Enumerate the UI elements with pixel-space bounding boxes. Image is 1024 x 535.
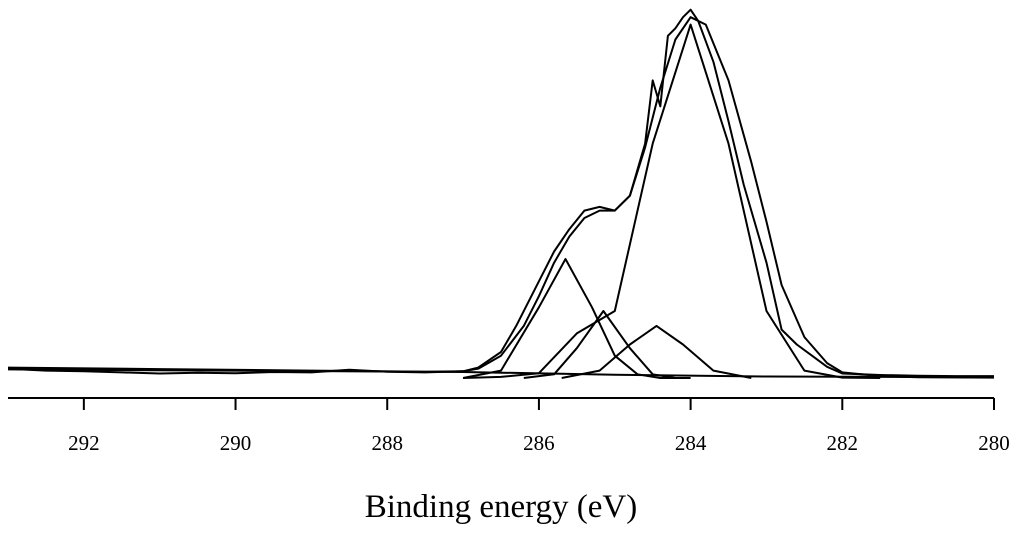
series-raw-spectrum-0 [7,8,994,378]
series-component-peak-2 [463,23,881,379]
series-component-peak-5 [561,324,752,379]
x-tick-label-292: 292 [68,431,100,455]
x-axis-title: Binding energy (eV) [365,489,638,525]
x-axis-ticks: 292 290 288 286 284 282 280 [68,398,1010,455]
x-tick-label-282: 282 [827,431,859,455]
series-envelope-fit-1 [7,16,995,379]
x-tick-label-280: 280 [978,431,1010,455]
x-tick-label-284: 284 [675,431,707,455]
series-baseline-6 [7,368,995,379]
spectrum-curves [7,8,995,379]
x-tick-label-288: 288 [371,431,403,455]
x-tick-label-286: 286 [523,431,555,455]
x-tick-label-290: 290 [220,431,252,455]
series-component-peak-3 [462,258,691,379]
